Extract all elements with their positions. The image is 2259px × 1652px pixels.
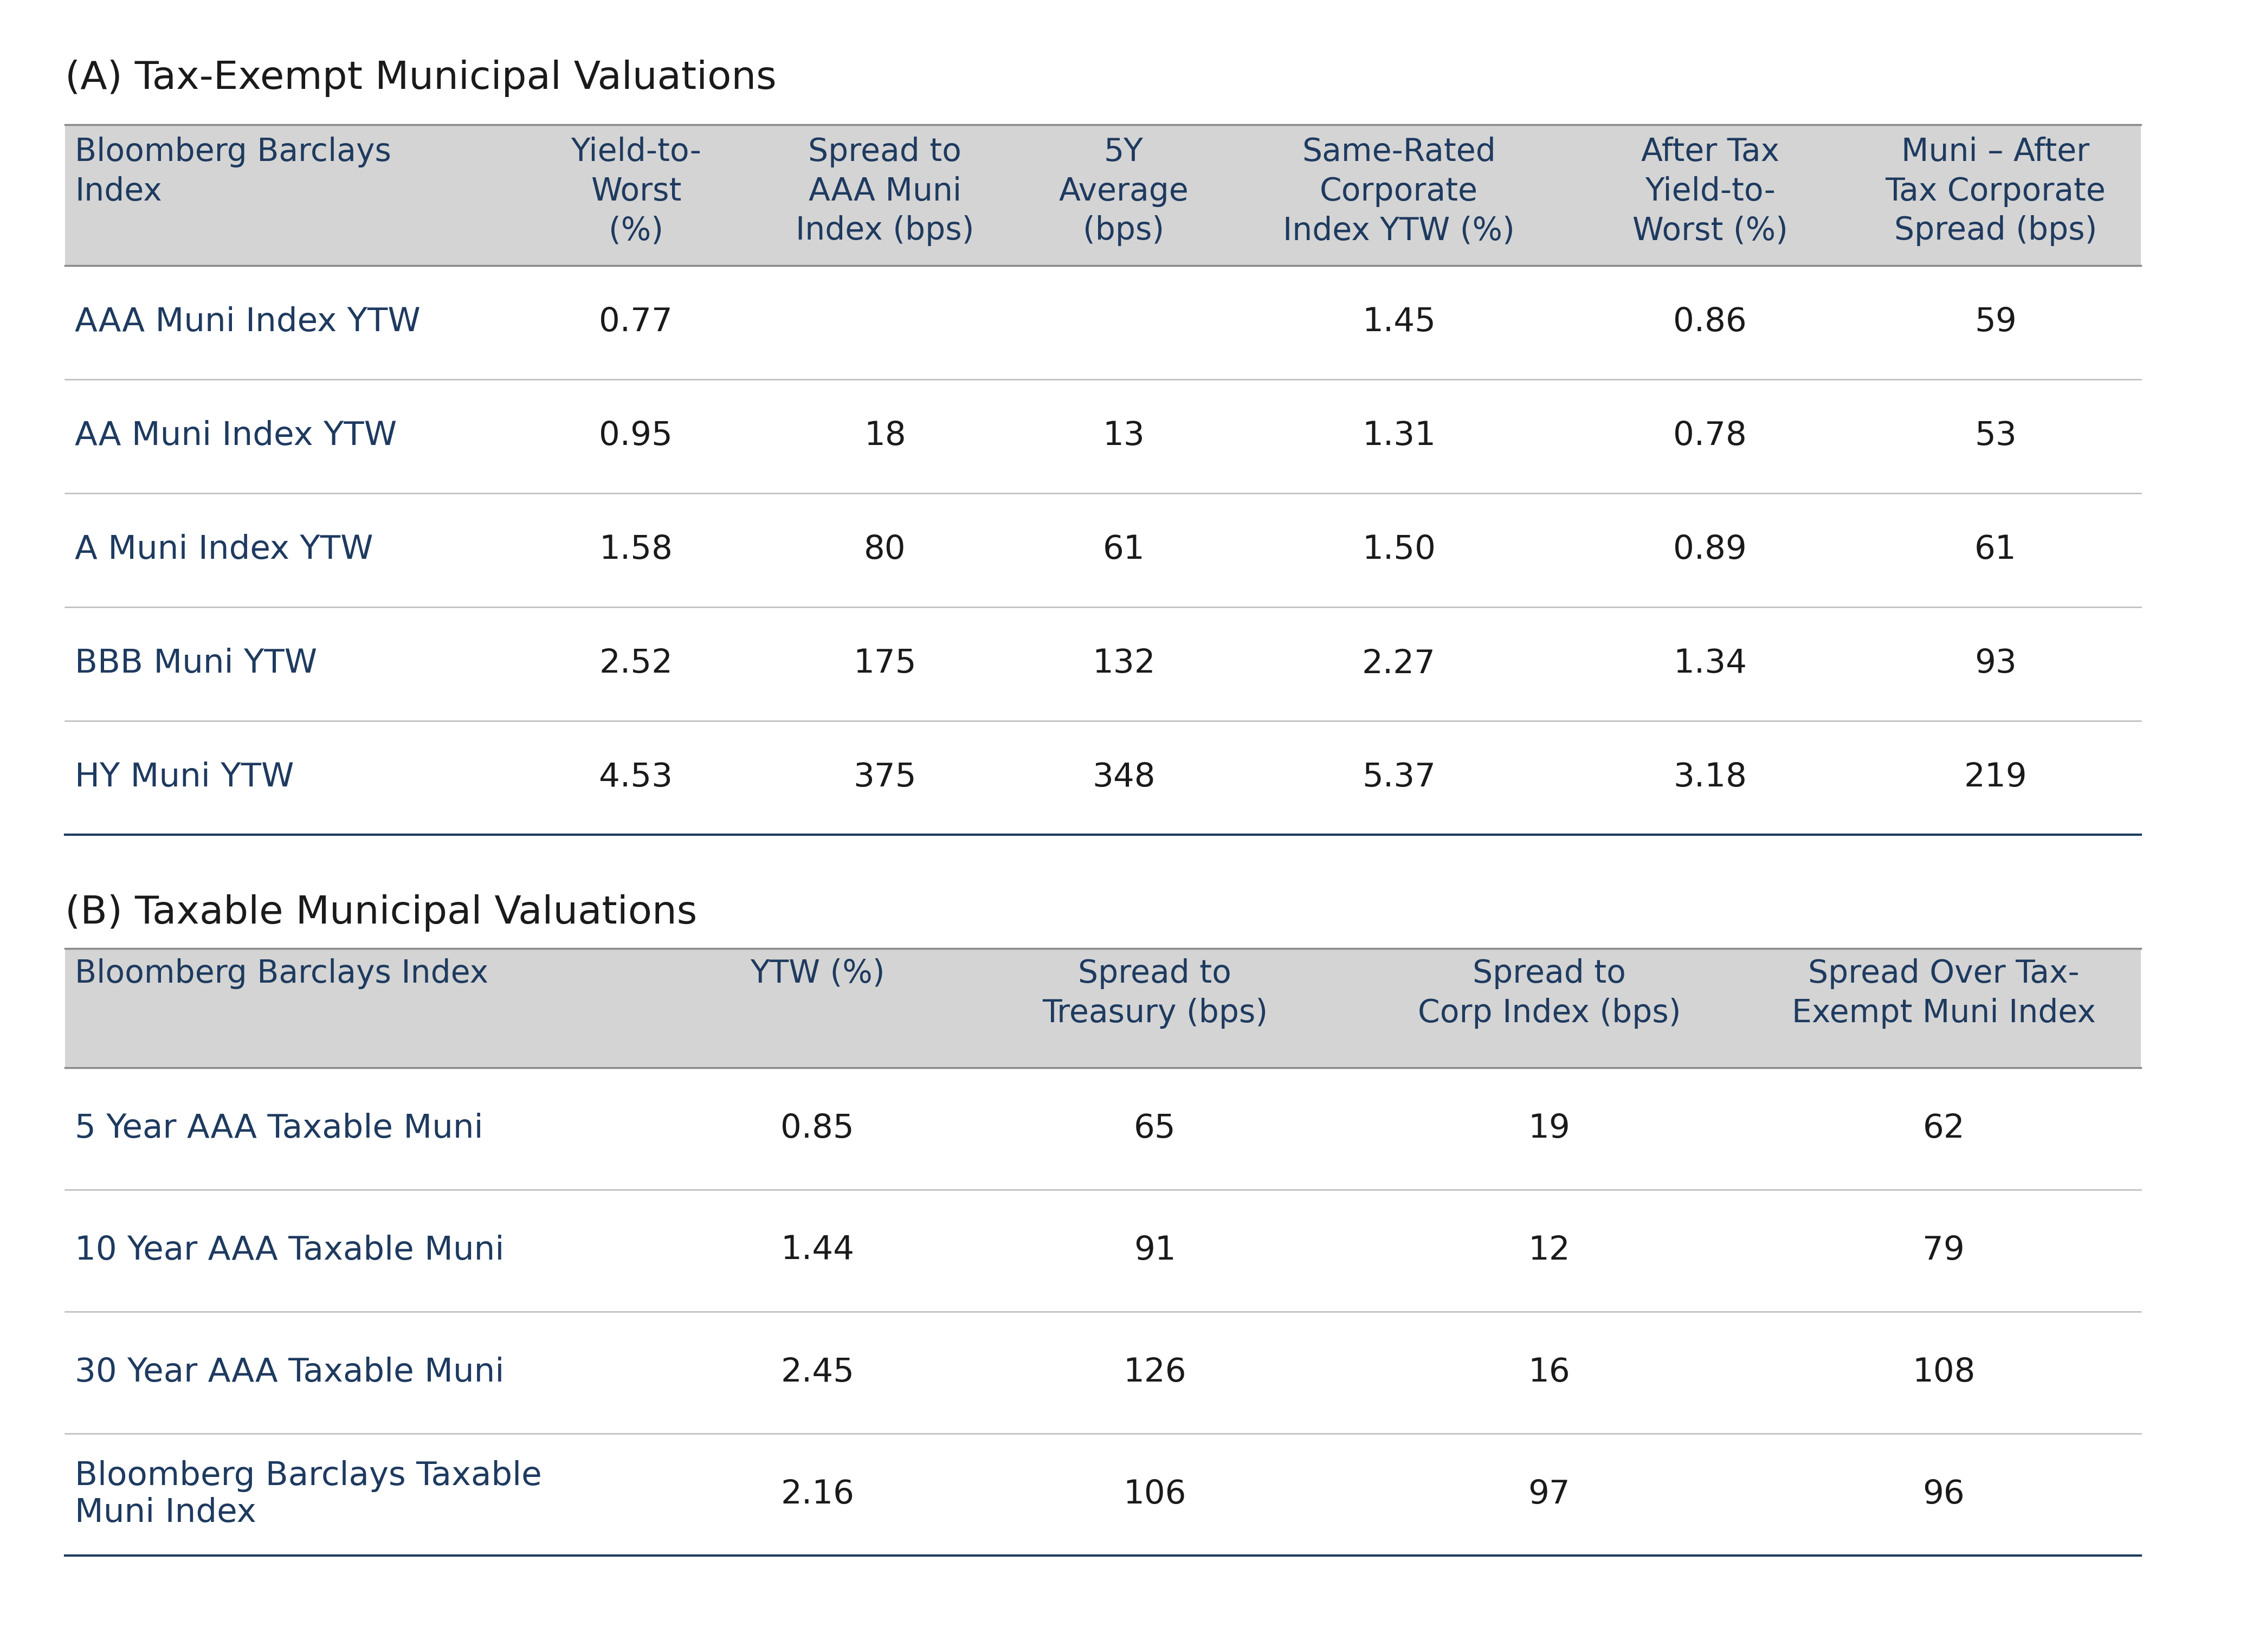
- Text: Same-Rated
Corporate
Index YTW (%): Same-Rated Corporate Index YTW (%): [1283, 137, 1516, 246]
- Text: Bloomberg Barclays Taxable
Muni Index: Bloomberg Barclays Taxable Muni Index: [75, 1460, 542, 1530]
- Text: 1.45: 1.45: [1362, 307, 1437, 339]
- Text: 0.85: 0.85: [782, 1113, 854, 1145]
- Text: 61: 61: [1974, 534, 2017, 567]
- Text: Bloomberg Barclays
Index: Bloomberg Barclays Index: [75, 137, 391, 206]
- Text: 2.45: 2.45: [782, 1356, 854, 1389]
- Text: (B) Taxable Municipal Valuations: (B) Taxable Municipal Valuations: [66, 894, 698, 932]
- Text: Muni – After
Tax Corporate
Spread (bps): Muni – After Tax Corporate Spread (bps): [1886, 137, 2105, 246]
- Text: HY Muni YTW: HY Muni YTW: [75, 762, 294, 793]
- Text: 53: 53: [1974, 420, 2017, 453]
- Text: 375: 375: [854, 762, 917, 793]
- Text: 65: 65: [1134, 1113, 1177, 1145]
- Text: 91: 91: [1134, 1234, 1177, 1267]
- Text: 1.31: 1.31: [1362, 420, 1437, 453]
- Text: 3.18: 3.18: [1674, 762, 1746, 793]
- Text: 0.86: 0.86: [1674, 307, 1746, 339]
- Text: 18: 18: [863, 420, 906, 453]
- Text: 19: 19: [1527, 1113, 1570, 1145]
- Bar: [66, 124, 2142, 266]
- Text: 4.53: 4.53: [599, 762, 673, 793]
- Text: 5 Year AAA Taxable Muni: 5 Year AAA Taxable Muni: [75, 1113, 483, 1145]
- Text: Spread to
Corp Index (bps): Spread to Corp Index (bps): [1419, 958, 1681, 1029]
- Text: 5.37: 5.37: [1362, 762, 1437, 793]
- Text: 0.95: 0.95: [599, 420, 673, 453]
- Text: 62: 62: [1922, 1113, 1965, 1145]
- Bar: [66, 948, 2142, 1067]
- Text: 12: 12: [1527, 1234, 1570, 1267]
- Text: 219: 219: [1963, 762, 2026, 793]
- Text: Spread to
Treasury (bps): Spread to Treasury (bps): [1041, 958, 1267, 1029]
- Text: 2.16: 2.16: [782, 1479, 854, 1510]
- Text: 1.34: 1.34: [1674, 648, 1746, 681]
- Text: YTW (%): YTW (%): [750, 958, 886, 990]
- Text: 0.77: 0.77: [599, 307, 673, 339]
- Text: 13: 13: [1102, 420, 1145, 453]
- Text: 106: 106: [1123, 1479, 1186, 1510]
- Text: (A) Tax-Exempt Municipal Valuations: (A) Tax-Exempt Municipal Valuations: [66, 59, 777, 97]
- Text: 132: 132: [1091, 648, 1154, 681]
- Text: AAA Muni Index YTW: AAA Muni Index YTW: [75, 307, 420, 339]
- Text: 80: 80: [863, 534, 906, 567]
- Text: 61: 61: [1102, 534, 1145, 567]
- Text: 16: 16: [1527, 1356, 1570, 1389]
- Text: 175: 175: [854, 648, 917, 681]
- Text: 348: 348: [1091, 762, 1154, 793]
- Text: 93: 93: [1974, 648, 2017, 681]
- Text: 59: 59: [1974, 307, 2017, 339]
- Text: 5Y
Average
(bps): 5Y Average (bps): [1059, 137, 1188, 246]
- Text: 30 Year AAA Taxable Muni: 30 Year AAA Taxable Muni: [75, 1356, 504, 1389]
- Text: 1.58: 1.58: [599, 534, 673, 567]
- Text: 10 Year AAA Taxable Muni: 10 Year AAA Taxable Muni: [75, 1234, 504, 1267]
- Text: 0.89: 0.89: [1674, 534, 1746, 567]
- Text: 126: 126: [1123, 1356, 1186, 1389]
- Text: 0.78: 0.78: [1674, 420, 1746, 453]
- Text: A Muni Index YTW: A Muni Index YTW: [75, 534, 373, 567]
- Text: 1.50: 1.50: [1362, 534, 1434, 567]
- Text: Spread Over Tax-
Exempt Muni Index: Spread Over Tax- Exempt Muni Index: [1791, 958, 2096, 1029]
- Text: BBB Muni YTW: BBB Muni YTW: [75, 648, 316, 681]
- Text: 79: 79: [1922, 1234, 1965, 1267]
- Text: Yield-to-
Worst
(%): Yield-to- Worst (%): [572, 137, 700, 246]
- Text: 108: 108: [1911, 1356, 1974, 1389]
- Text: 2.52: 2.52: [599, 648, 673, 681]
- Text: 96: 96: [1922, 1479, 1965, 1510]
- Text: Spread to
AAA Muni
Index (bps): Spread to AAA Muni Index (bps): [795, 137, 974, 246]
- Text: 2.27: 2.27: [1362, 648, 1437, 681]
- Text: Bloomberg Barclays Index: Bloomberg Barclays Index: [75, 958, 488, 990]
- Text: 97: 97: [1527, 1479, 1570, 1510]
- Text: AA Muni Index YTW: AA Muni Index YTW: [75, 420, 398, 453]
- Text: 1.44: 1.44: [782, 1234, 854, 1267]
- Text: After Tax
Yield-to-
Worst (%): After Tax Yield-to- Worst (%): [1633, 137, 1787, 246]
